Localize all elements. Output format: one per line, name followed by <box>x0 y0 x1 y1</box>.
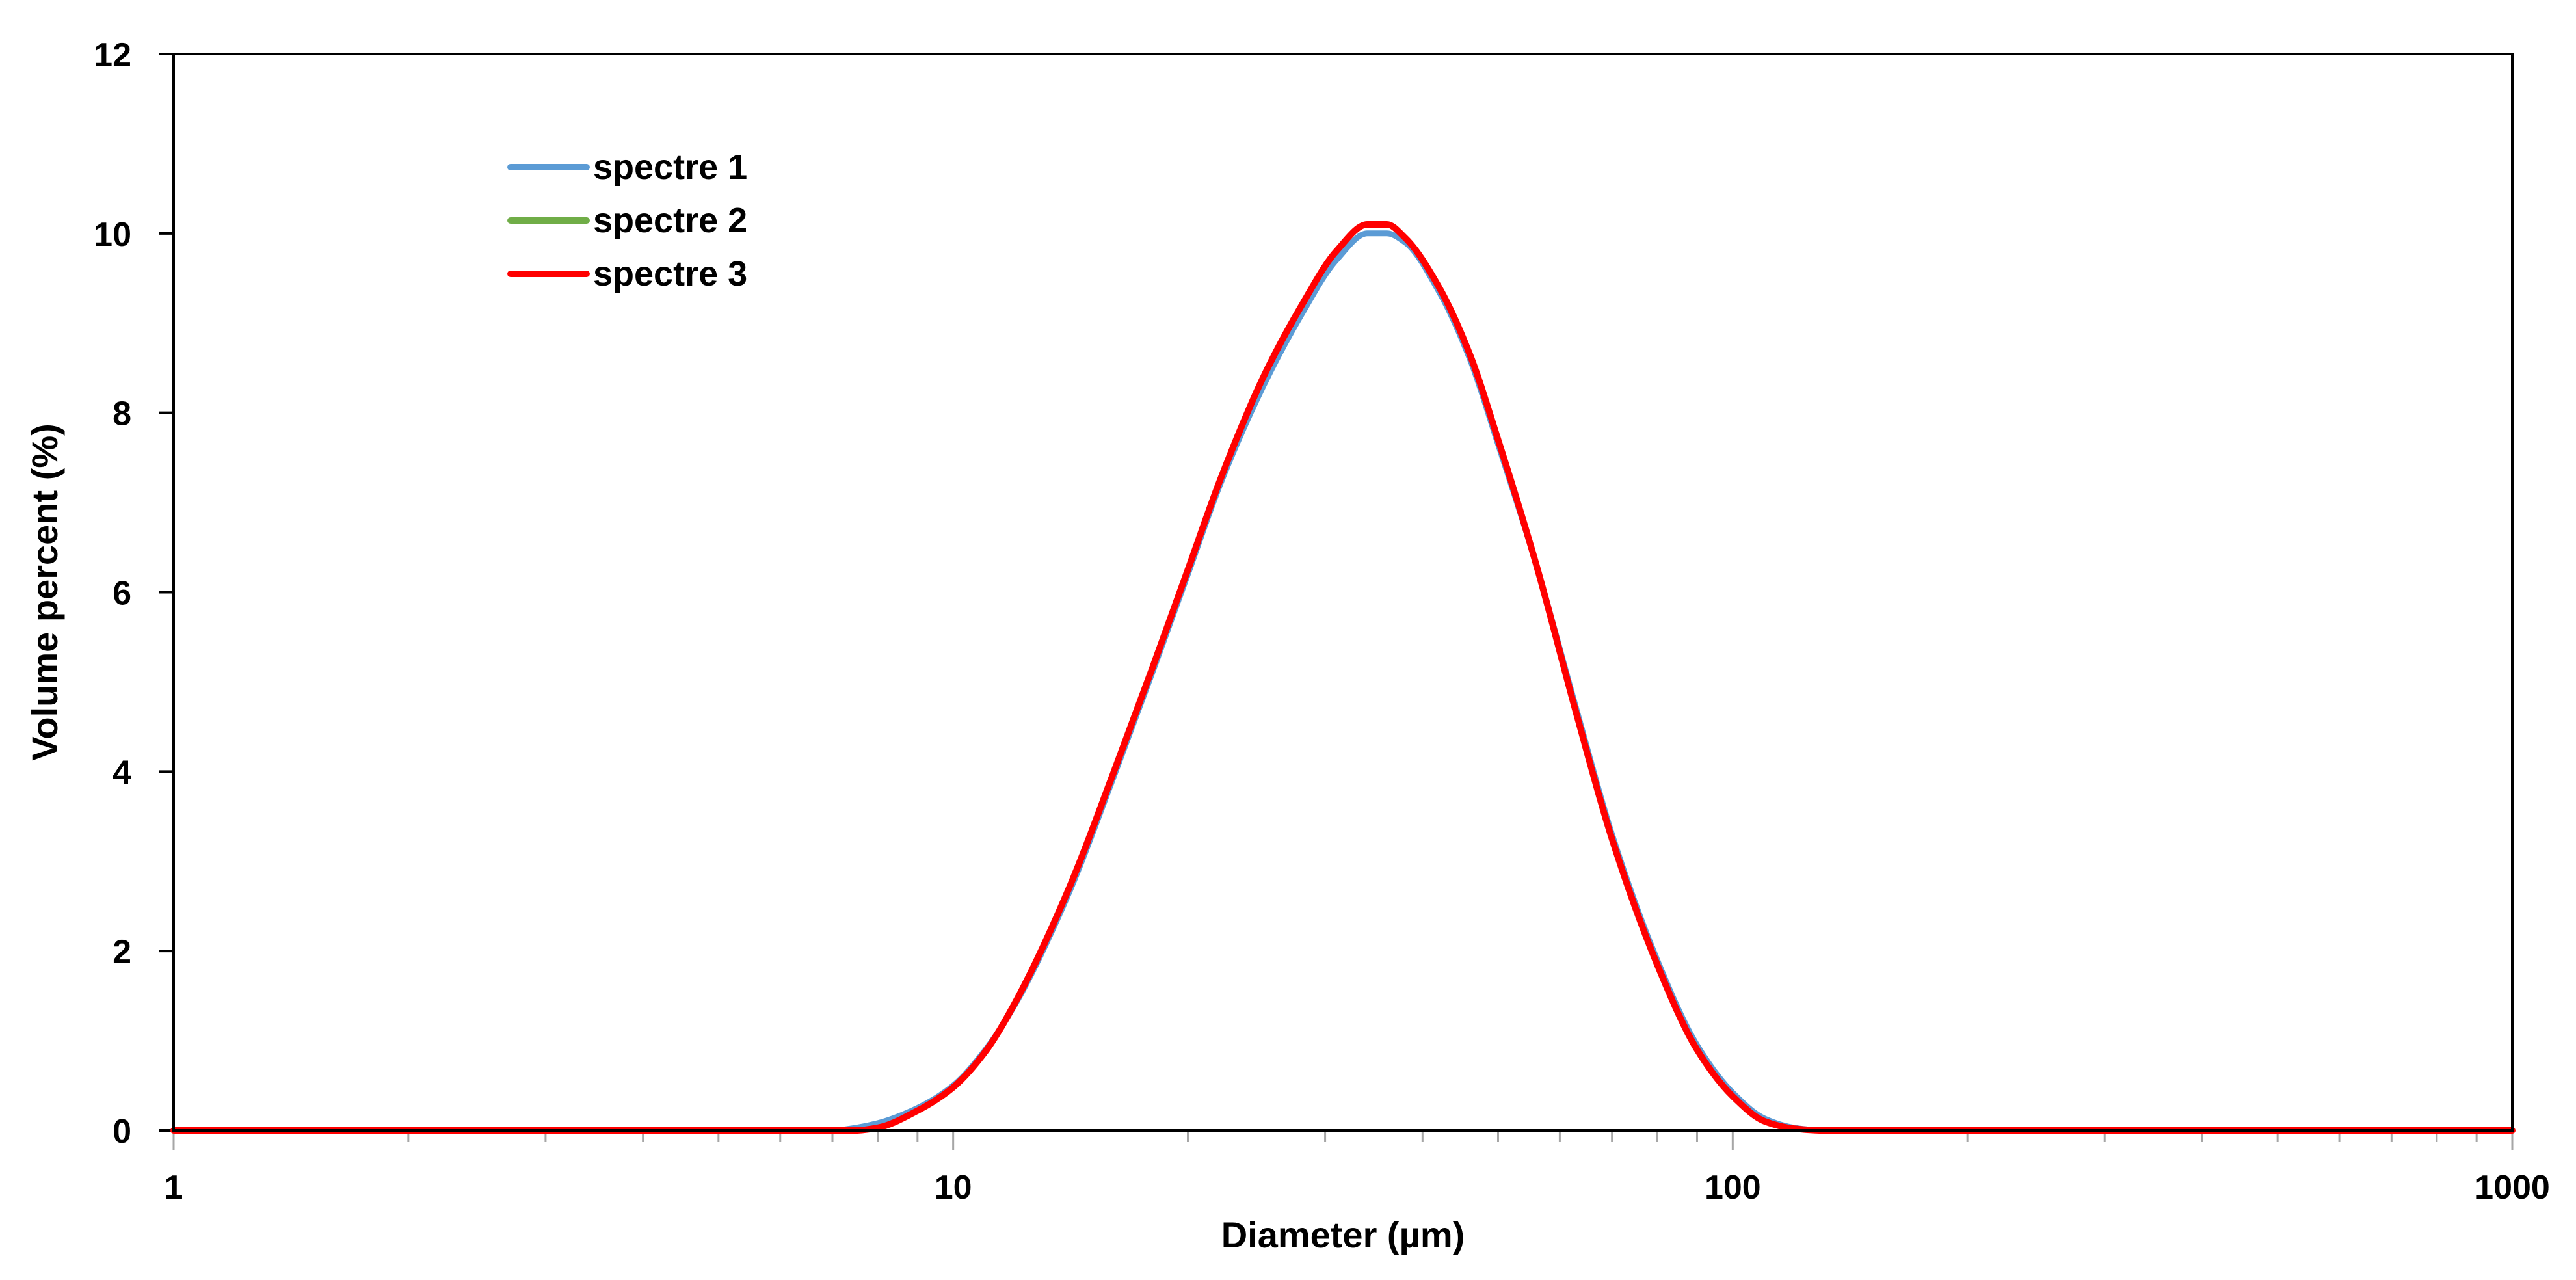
series-line-3 <box>170 220 2516 1134</box>
legend: spectre 1 spectre 2 spectre 3 <box>507 148 747 293</box>
y-tick-label: 6 <box>113 575 131 613</box>
y-tick-label: 0 <box>113 1113 131 1151</box>
legend-label-3: spectre 3 <box>593 254 747 293</box>
y-tick-label: 2 <box>113 933 131 971</box>
y-axis-title: Volume percent (%) <box>24 423 65 761</box>
y-tick-label: 12 <box>94 36 131 74</box>
legend-label-1: spectre 1 <box>593 148 747 187</box>
x-tick-label: 10 <box>935 1169 972 1207</box>
y-tick-label: 4 <box>113 754 131 792</box>
x-tick-label: 100 <box>1705 1169 1761 1207</box>
x-tick-label: 1000 <box>2475 1169 2550 1207</box>
x-axis-title: Diameter (µm) <box>1221 1214 1465 1255</box>
legend-label-2: spectre 2 <box>593 201 747 240</box>
y-tick-label: 8 <box>113 395 131 433</box>
plot-area-frame <box>172 53 2514 1132</box>
data-series <box>170 220 2516 1134</box>
x-tick-label: 1 <box>165 1169 183 1207</box>
tick-labels: 1 10 100 1000 0 2 4 6 8 10 12 <box>94 36 2550 1207</box>
y-tick-label: 10 <box>94 216 131 254</box>
